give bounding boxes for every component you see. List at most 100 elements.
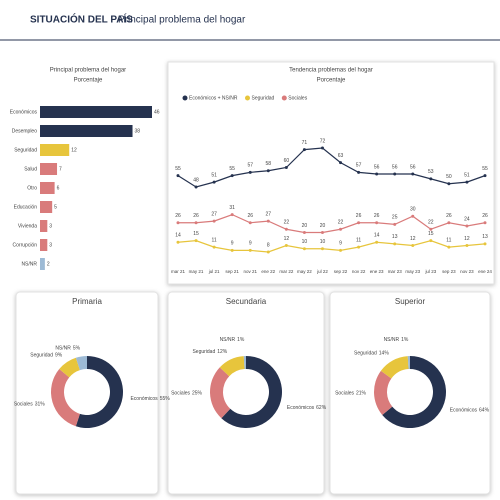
bar-label: NS/NR — [21, 261, 37, 267]
slice-label: Sociales 21% — [335, 391, 366, 397]
bar-value: 3 — [49, 223, 52, 229]
point-label: 11 — [212, 237, 217, 243]
point-label: 56 — [374, 164, 380, 170]
slice-value: 9% — [55, 353, 63, 359]
page-title: SITUACIÓN DEL PAÍS — [30, 13, 133, 26]
point-label: 22 — [338, 220, 344, 226]
point — [320, 231, 324, 234]
pie-slice — [219, 356, 245, 377]
point-label: 60 — [284, 158, 290, 164]
bar-label: Corrupción — [13, 242, 38, 248]
x-tick-label: sep 21 — [225, 269, 239, 274]
slice-value: 5% — [73, 346, 81, 352]
x-tick-label: ene 22 — [261, 269, 275, 274]
chart-subtitle: Porcentaje — [317, 78, 346, 84]
point-label: 15 — [428, 231, 434, 237]
x-tick-label: mar 21 — [171, 269, 186, 274]
point-label: 20 — [320, 223, 326, 229]
point — [465, 180, 469, 184]
point — [212, 180, 216, 184]
point — [429, 239, 433, 243]
point — [194, 239, 198, 243]
x-tick-label: may 21 — [189, 269, 204, 274]
point-label: 26 — [374, 213, 380, 219]
point-label: 57 — [247, 163, 253, 169]
slice-value: 12% — [217, 350, 228, 356]
x-tick-label: nov 23 — [460, 269, 474, 274]
point — [393, 242, 397, 246]
x-tick-label: may 23 — [405, 269, 420, 274]
slice-category: NS/NR — [55, 346, 71, 352]
bar-value: 6 — [57, 185, 60, 191]
legend-swatch — [245, 95, 250, 101]
point — [194, 221, 198, 225]
point-label: 24 — [464, 216, 470, 222]
bar-value: 46 — [154, 109, 160, 115]
legend-swatch — [182, 95, 188, 101]
pie-slice — [407, 356, 410, 370]
point — [230, 174, 234, 178]
point-label: 9 — [249, 241, 252, 247]
x-tick-label: ene 23 — [370, 269, 384, 274]
point-label: 26 — [193, 213, 199, 219]
legend-swatch — [281, 95, 287, 101]
slice-label: Seguridad 12% — [192, 350, 227, 356]
point-label: 26 — [175, 213, 181, 219]
chart-title: Superior — [395, 297, 426, 306]
point-label: 30 — [410, 207, 416, 213]
slice-value: 55% — [160, 396, 171, 402]
point — [411, 244, 415, 247]
bar-value: 12 — [71, 147, 77, 153]
point-label: 51 — [211, 172, 217, 178]
slice-category: Económicos — [450, 408, 478, 414]
bar-value: 38 — [135, 128, 141, 134]
bar-label: Económicos — [10, 109, 38, 115]
point — [284, 244, 288, 247]
bar-label: Salud — [24, 166, 37, 172]
point-label: 27 — [266, 211, 272, 217]
series-line — [177, 147, 486, 188]
pie-slice — [59, 357, 80, 378]
x-tick-label: nov 22 — [352, 269, 366, 274]
point-label: 51 — [464, 172, 470, 178]
point — [284, 166, 288, 169]
point-label: 48 — [193, 177, 199, 183]
bar — [40, 125, 133, 137]
point-label: 9 — [339, 241, 342, 247]
x-tick-label: jul 23 — [424, 269, 436, 274]
point — [284, 227, 288, 231]
slice-value: 31% — [35, 402, 46, 408]
point — [248, 170, 252, 174]
slice-category: NS/NR — [220, 337, 236, 343]
point-label: 14 — [175, 233, 181, 239]
point — [447, 245, 451, 249]
point — [320, 146, 324, 150]
pie-panel — [15, 291, 159, 495]
point-label: 13 — [392, 234, 398, 240]
point — [357, 221, 361, 225]
slice-category: Sociales — [171, 391, 190, 397]
series-line — [177, 239, 486, 253]
slice-category: Económicos — [130, 396, 158, 402]
point-label: 26 — [446, 213, 452, 219]
point — [483, 242, 487, 246]
point-label: 57 — [356, 163, 362, 169]
bar — [40, 220, 48, 232]
point — [248, 248, 252, 252]
chart-title: Tendencia problemas del hogar — [289, 68, 373, 74]
chart-subtitle: Porcentaje — [74, 78, 103, 84]
point-label: 11 — [356, 237, 361, 243]
point — [465, 224, 469, 228]
slice-label: Económicos 55% — [130, 396, 170, 402]
slice-label: Seguridad 9% — [30, 353, 63, 359]
point — [302, 148, 306, 152]
slice-category: Seguridad — [192, 350, 215, 356]
slice-label: NS/NR 1% — [384, 337, 409, 343]
page-subtitle: Principal problema del hogar — [118, 15, 246, 26]
point — [176, 174, 180, 178]
slice-category: Económicos — [287, 406, 315, 412]
pie-slice — [382, 356, 447, 428]
slice-value: 62% — [316, 406, 327, 412]
x-tick-label: sep 23 — [442, 269, 456, 274]
point-label: 22 — [284, 220, 290, 226]
